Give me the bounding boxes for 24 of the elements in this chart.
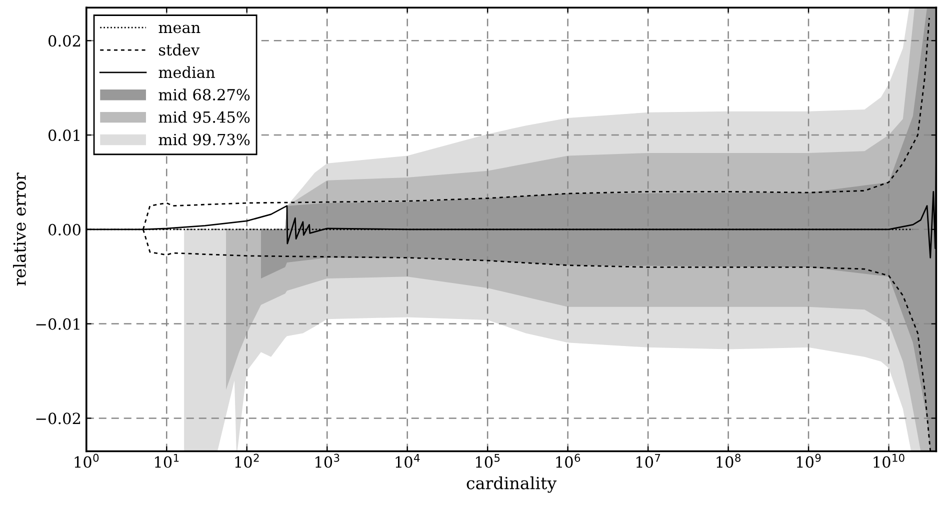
x-tick-label: 10$^{10}$ xyxy=(874,454,904,468)
y-axis-title: relative error xyxy=(13,172,26,286)
y-tick-label: −0.02 xyxy=(36,412,80,424)
y-tick-label: 0.02 xyxy=(48,35,80,47)
x-tick-label: 10$^{2}$ xyxy=(235,454,259,468)
y-tick-label: −0.01 xyxy=(36,318,80,330)
legend-label: stdev xyxy=(159,44,200,56)
y-tick-label: 0.01 xyxy=(48,129,80,142)
legend-label: mid 99.73% xyxy=(158,133,250,146)
x-tick-label: 10$^{5}$ xyxy=(476,454,500,468)
x-tick-label: 10$^{6}$ xyxy=(556,454,580,468)
legend-label: mid 68.27% xyxy=(158,88,250,100)
y-tick-label: 0.00 xyxy=(48,224,81,236)
x-tick-label: 10$^{4}$ xyxy=(396,454,420,468)
x-tick-label: 10$^{0}$ xyxy=(74,454,99,468)
x-tick-label: 10$^{8}$ xyxy=(716,454,740,468)
x-tick-label: 10$^{9}$ xyxy=(796,454,821,468)
x-tick-label: 10$^{7}$ xyxy=(636,454,660,468)
legend-label: median xyxy=(158,66,215,78)
x-tick-label: 10$^{1}$ xyxy=(155,454,179,468)
x-axis-title: cardinality xyxy=(466,476,557,493)
legend-label: mean xyxy=(158,24,200,34)
legend-label: mid 95.45% xyxy=(158,111,250,123)
x-tick-label: 10$^{3}$ xyxy=(316,454,340,468)
